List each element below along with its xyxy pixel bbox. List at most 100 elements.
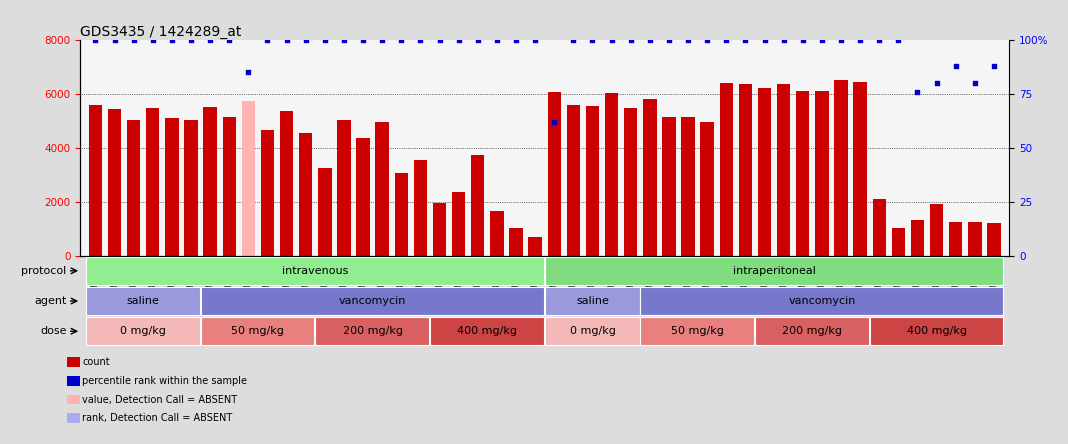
Bar — [911, 220, 924, 256]
Point — [967, 79, 984, 87]
Text: 400 mg/kg: 400 mg/kg — [457, 326, 517, 336]
Text: vancomycin: vancomycin — [788, 296, 855, 306]
Point — [278, 36, 295, 44]
Text: vancomycin: vancomycin — [339, 296, 406, 306]
Bar — [949, 222, 962, 256]
Bar — [490, 211, 504, 256]
Point — [698, 36, 716, 44]
Bar — [85, 257, 544, 285]
Bar — [834, 80, 848, 256]
Point — [756, 36, 773, 44]
Bar — [585, 106, 599, 256]
Bar — [662, 117, 676, 256]
Point — [660, 36, 677, 44]
Point — [106, 36, 123, 44]
Bar — [280, 111, 294, 256]
Point — [355, 36, 372, 44]
Bar — [471, 155, 485, 256]
Bar — [337, 120, 350, 256]
Point — [737, 36, 754, 44]
Point — [565, 36, 582, 44]
Bar — [318, 168, 331, 256]
Text: value, Detection Call = ABSENT: value, Detection Call = ABSENT — [82, 395, 237, 404]
Point — [144, 36, 161, 44]
Text: rank, Detection Call = ABSENT: rank, Detection Call = ABSENT — [82, 413, 233, 423]
Bar — [873, 199, 886, 256]
Bar — [146, 108, 159, 256]
Point — [928, 79, 945, 87]
Point — [240, 69, 257, 76]
Bar — [430, 317, 544, 345]
Bar — [85, 317, 200, 345]
Text: agent: agent — [34, 296, 66, 306]
Bar — [604, 92, 618, 256]
Text: GDS3435 / 1424289_at: GDS3435 / 1424289_at — [80, 25, 241, 39]
Bar — [201, 287, 544, 315]
Text: intravenous: intravenous — [282, 266, 348, 276]
Point — [947, 62, 964, 69]
Text: 50 mg/kg: 50 mg/kg — [232, 326, 284, 336]
Point — [125, 36, 142, 44]
Bar — [545, 317, 640, 345]
Bar — [241, 101, 255, 256]
Bar — [201, 317, 314, 345]
Text: 0 mg/kg: 0 mg/kg — [569, 326, 615, 336]
Bar — [433, 202, 446, 256]
Bar — [89, 105, 103, 256]
Point — [718, 36, 735, 44]
Bar — [185, 120, 198, 256]
Text: saline: saline — [127, 296, 159, 306]
Text: dose: dose — [41, 326, 66, 336]
Bar — [701, 122, 713, 256]
Bar — [548, 92, 561, 256]
Point — [507, 36, 524, 44]
Point — [412, 36, 429, 44]
Point — [546, 119, 563, 126]
Bar — [758, 88, 771, 256]
Bar — [778, 84, 790, 256]
Point — [641, 36, 658, 44]
Bar — [299, 133, 312, 256]
Point — [393, 36, 410, 44]
Bar — [624, 108, 638, 256]
Text: protocol: protocol — [21, 266, 66, 276]
Point — [183, 36, 200, 44]
Bar — [413, 160, 427, 256]
Bar — [641, 317, 754, 345]
Point — [202, 36, 219, 44]
Text: 50 mg/kg: 50 mg/kg — [671, 326, 724, 336]
Bar — [720, 83, 733, 256]
Point — [221, 36, 238, 44]
Text: percentile rank within the sample: percentile rank within the sample — [82, 376, 247, 386]
Bar — [203, 107, 217, 256]
Point — [623, 36, 640, 44]
Point — [890, 36, 907, 44]
Bar — [529, 237, 541, 256]
Point — [909, 88, 926, 95]
Point — [87, 36, 104, 44]
Text: 200 mg/kg: 200 mg/kg — [343, 326, 403, 336]
Point — [488, 36, 505, 44]
Point — [814, 36, 831, 44]
Point — [795, 36, 812, 44]
Bar — [509, 228, 522, 256]
Point — [775, 36, 792, 44]
Bar — [641, 287, 1003, 315]
Bar — [545, 287, 640, 315]
Text: 200 mg/kg: 200 mg/kg — [783, 326, 843, 336]
Point — [832, 36, 849, 44]
Point — [584, 36, 601, 44]
Bar — [315, 317, 429, 345]
Bar — [261, 130, 274, 256]
Bar — [222, 117, 236, 256]
Bar — [892, 228, 905, 256]
Bar — [127, 119, 140, 256]
Point — [986, 62, 1003, 69]
Point — [258, 36, 276, 44]
Point — [679, 36, 696, 44]
Bar — [796, 91, 810, 256]
Point — [851, 36, 868, 44]
Bar — [987, 223, 1001, 256]
Bar — [376, 122, 389, 256]
Text: 0 mg/kg: 0 mg/kg — [121, 326, 167, 336]
